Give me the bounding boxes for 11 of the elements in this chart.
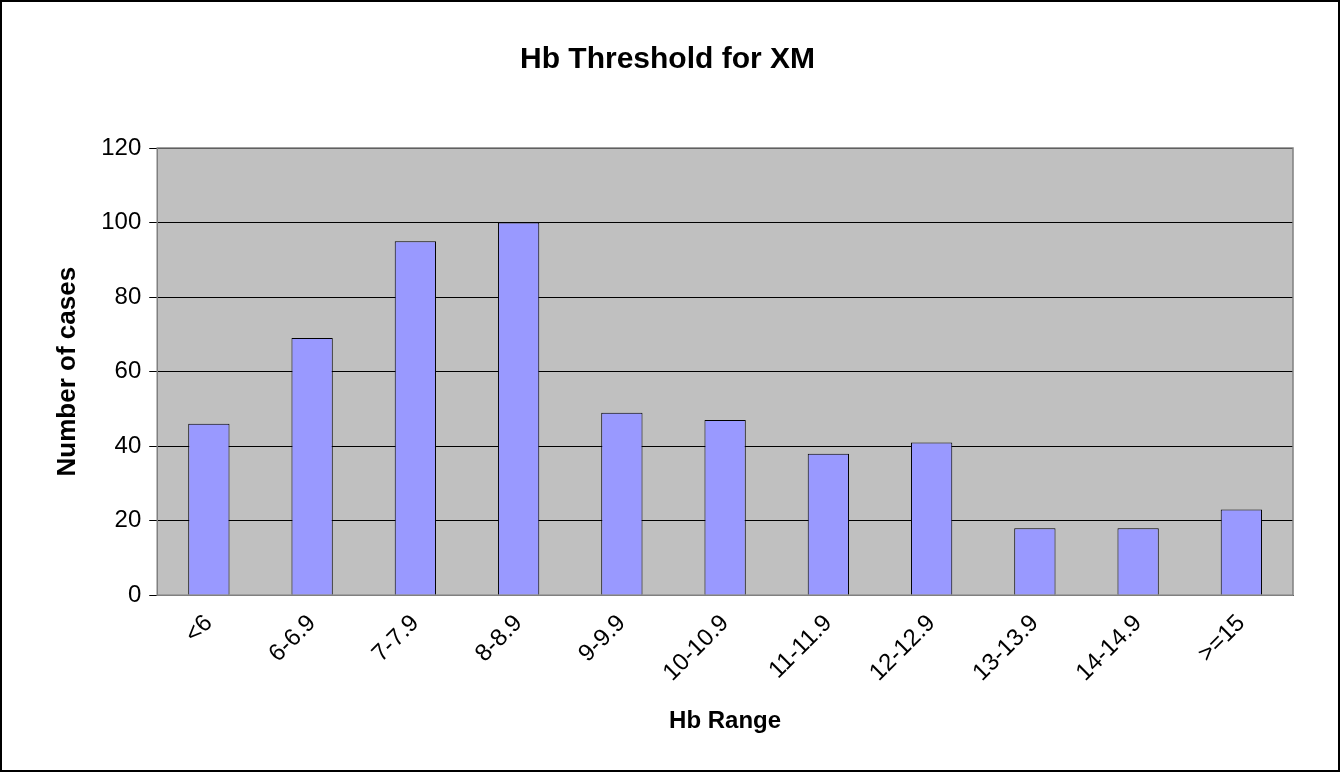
x-axis-title: Hb Range <box>669 706 782 734</box>
y-tick-label: 0 <box>127 579 142 607</box>
chart-title: Hb Threshold for XM <box>520 41 815 75</box>
y-tick-label: 40 <box>114 430 142 458</box>
x-tick-label: <6 <box>178 608 218 648</box>
y-tick-label: 100 <box>101 207 142 235</box>
y-tick-label: 60 <box>114 356 142 384</box>
y-axis-title: Number of cases <box>50 266 81 477</box>
y-tick-label: 80 <box>114 281 142 309</box>
y-tick-label: 120 <box>101 132 142 160</box>
y-tick-label: 20 <box>114 505 142 533</box>
